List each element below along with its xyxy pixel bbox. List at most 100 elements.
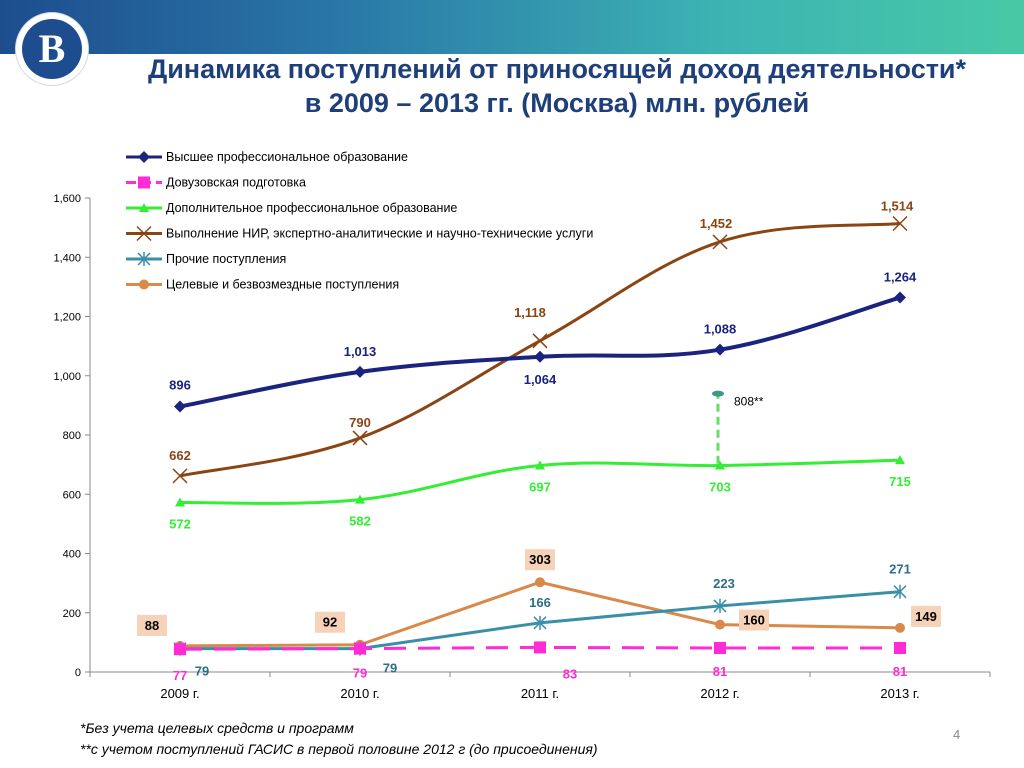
title-line-1: Динамика поступлений от приносящей доход…: [147, 54, 967, 84]
data-point-marker: [535, 460, 545, 470]
data-point-marker: [714, 642, 726, 655]
series-1-labels: 896 1,013 1,064 1,088 1,264: [169, 270, 917, 393]
hse-logo: В: [16, 13, 88, 85]
data-point-marker: [714, 343, 726, 356]
y-tick-label: 1,000: [53, 371, 81, 383]
data-label: 83: [563, 666, 577, 681]
data-point-marker: [534, 641, 546, 654]
data-label: 790: [349, 415, 371, 430]
y-tick-label: 400: [63, 549, 81, 561]
data-point-marker: [895, 455, 905, 465]
series-5-labels: 79 79 166 223 271: [195, 562, 911, 679]
series-line: [179, 221, 901, 478]
data-point-marker: [172, 468, 188, 484]
legend-item-label: Прочие поступления: [166, 252, 286, 266]
data-label: 703: [709, 480, 731, 495]
footnote-1: *Без учета целевых средств и программ: [80, 720, 354, 736]
data-point-marker: [138, 176, 150, 189]
data-point-marker: [138, 151, 150, 163]
page-title: Динамика поступлений от приносящей доход…: [100, 52, 1014, 120]
data-label: 582: [349, 514, 371, 529]
series-6-labels: 88 92 303 160 149: [137, 549, 941, 636]
x-tick-label: 2013 г.: [880, 686, 919, 701]
annotation-marker: [712, 390, 724, 397]
data-point-marker: [352, 430, 368, 446]
data-label: 572: [169, 517, 191, 532]
data-label: 896: [169, 378, 191, 393]
data-point-marker: [174, 643, 186, 656]
data-point-marker: [535, 577, 545, 588]
legend-item-label: Целевые и безвозмездные поступления: [166, 278, 399, 292]
header-bar: [0, 0, 1024, 54]
data-point-marker: [893, 584, 907, 599]
title-line-2: в 2009 – 2013 гг. (Москва) млн. рублей: [304, 88, 810, 118]
series-line: [179, 580, 901, 648]
annotation-label: 808**: [734, 395, 764, 409]
data-label: 662: [169, 448, 191, 463]
legend-item-label: Довузовская подготовка: [166, 176, 306, 190]
data-point-marker: [895, 622, 905, 633]
data-label: 166: [529, 595, 551, 610]
data-label: 1,064: [524, 372, 557, 387]
legend: Высшее профессиональное образование Довуз…: [126, 150, 593, 292]
legend-item-label: Выполнение НИР, экспертно-аналитические …: [166, 227, 593, 241]
series-2: [174, 641, 906, 656]
data-point-marker: [139, 203, 149, 212]
y-tick-label: 200: [63, 608, 81, 620]
series-3-labels: 572 582 697 703 715: [169, 474, 911, 531]
data-point-marker: [174, 400, 186, 413]
data-point-marker: [175, 497, 185, 507]
data-point-marker: [137, 252, 151, 266]
y-tick-label: 800: [63, 430, 81, 442]
data-label-box: [525, 549, 555, 571]
data-point-marker: [892, 215, 908, 232]
data-label: 81: [713, 664, 727, 679]
page-number: 4: [953, 727, 961, 742]
data-label: 79: [353, 666, 367, 681]
legend-item-label: Высшее профессиональное образование: [166, 150, 408, 164]
data-point-marker: [715, 619, 725, 630]
data-point-marker: [894, 642, 906, 655]
series-1: [174, 291, 906, 413]
y-tick-label: 600: [63, 489, 81, 501]
data-label: 715: [889, 474, 911, 489]
footnote-2: **с учетом поступлений ГАСИС в первой по…: [80, 741, 598, 757]
x-tick-label: 2010 г.: [340, 686, 379, 701]
data-label-box: [911, 605, 941, 627]
data-label: 79: [383, 661, 397, 676]
series-4: [172, 215, 908, 484]
x-tick-label: 2009 г.: [160, 686, 199, 701]
data-label: 160: [743, 613, 765, 628]
data-point-marker: [712, 234, 728, 250]
series-3: [175, 455, 905, 507]
data-point-marker: [534, 350, 546, 363]
y-tick-label: 1,600: [53, 193, 81, 205]
data-label: 79: [195, 664, 209, 679]
data-label: 303: [529, 552, 551, 567]
data-label: 697: [529, 480, 551, 495]
data-point-marker: [136, 225, 152, 242]
data-label-box: [739, 609, 769, 631]
series-6: [175, 577, 905, 651]
logo-emblem-icon: В: [22, 19, 82, 79]
data-label: 1,452: [700, 216, 733, 231]
data-point-marker: [354, 642, 366, 655]
data-label: 92: [323, 615, 337, 630]
data-label-box: [137, 614, 167, 636]
y-tick-label: 1,200: [53, 312, 81, 324]
data-point-marker: [355, 494, 365, 504]
data-label: 1,088: [704, 322, 737, 337]
data-point-marker: [532, 333, 548, 349]
data-point-marker: [715, 460, 725, 470]
data-label: 1,264: [884, 270, 917, 285]
data-point-marker: [139, 279, 149, 290]
data-label: 149: [915, 609, 937, 624]
data-point-marker: [894, 291, 906, 304]
data-point-marker: [533, 615, 547, 630]
legend-item-label: Дополнительное профессиональное образова…: [166, 201, 457, 215]
data-point-marker: [354, 365, 366, 378]
data-label: 1,118: [514, 305, 546, 320]
series-4-labels: 662 790 1,118 1,452 1,514: [169, 198, 914, 462]
x-tick-label: 2012 г.: [700, 686, 739, 701]
